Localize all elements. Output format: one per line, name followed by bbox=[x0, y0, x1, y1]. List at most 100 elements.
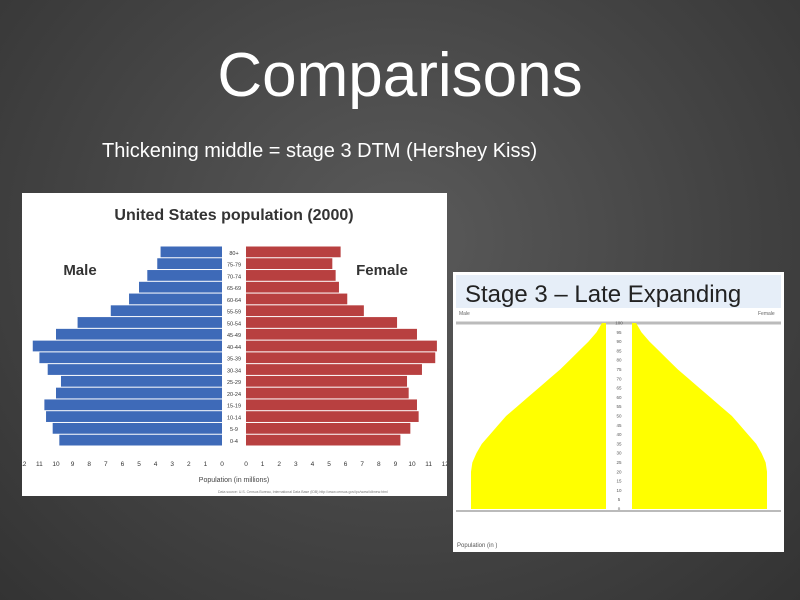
stage3-age-label: 0 bbox=[618, 507, 621, 512]
female-bar-45-49 bbox=[246, 328, 417, 340]
x-tick-label: 8 bbox=[87, 461, 91, 468]
x-tick-label: 7 bbox=[360, 461, 364, 468]
stage3-age-label: 30 bbox=[616, 451, 622, 456]
male-bar-75-79 bbox=[157, 258, 222, 270]
us-pyramid-svg: United States population (2000) Male Fem… bbox=[22, 207, 447, 494]
female-bar-20-24 bbox=[246, 387, 409, 399]
female-bar-0-4 bbox=[246, 434, 401, 446]
stage3-age-label: 45 bbox=[616, 423, 622, 428]
x-tick-label: 1 bbox=[261, 461, 265, 468]
male-bar-50-54 bbox=[77, 317, 222, 328]
male-bar-10-14 bbox=[46, 411, 222, 422]
stage3-male-label: Male bbox=[459, 311, 470, 317]
male-bar-15-19 bbox=[44, 399, 222, 411]
female-bar-50-54 bbox=[246, 317, 398, 328]
age-label-55-59: 55-59 bbox=[227, 310, 241, 316]
x-tick-label: 0 bbox=[244, 461, 248, 468]
stage3-age-label: 60 bbox=[616, 395, 622, 400]
age-label-35-39: 35-39 bbox=[227, 357, 241, 363]
male-bar-45-49 bbox=[56, 328, 222, 340]
stage3-age-label: 50 bbox=[616, 414, 622, 419]
female-bar-70-74 bbox=[246, 270, 336, 281]
x-tick-label: 7 bbox=[104, 461, 108, 468]
slide-title: Comparisons bbox=[217, 41, 583, 110]
female-bar-15-19 bbox=[246, 399, 417, 411]
female-bar-60-64 bbox=[246, 293, 348, 305]
us-chart-title: United States population (2000) bbox=[114, 207, 353, 224]
stage3-age-label: 75 bbox=[616, 367, 622, 372]
male-bar-60-64 bbox=[129, 293, 222, 305]
male-area bbox=[471, 323, 606, 509]
stage3-age-label: 85 bbox=[616, 348, 622, 353]
age-label-45-49: 45-49 bbox=[227, 333, 241, 339]
male-bar-20-24 bbox=[56, 387, 222, 399]
stage3-title-bar bbox=[456, 275, 781, 308]
female-bar-30-34 bbox=[246, 364, 422, 375]
female-bar-5-9 bbox=[246, 422, 411, 434]
male-bar-40-44 bbox=[32, 340, 222, 352]
stage3-age-label: 5 bbox=[618, 497, 621, 502]
age-label-75-79: 75-79 bbox=[227, 263, 241, 269]
male-bar-35-39 bbox=[39, 352, 223, 364]
female-bar-10-14 bbox=[246, 411, 419, 422]
age-label-70-74: 70-74 bbox=[227, 274, 241, 280]
x-tick-label: 12 bbox=[22, 461, 27, 468]
age-label-25-29: 25-29 bbox=[227, 380, 241, 386]
stage3-pyramid: Stage 3 – Late Expanding Male Female 0 5 1… bbox=[453, 272, 784, 552]
age-label-80+: 80+ bbox=[229, 251, 238, 257]
us-x-axis-label: Population (in millions) bbox=[199, 477, 269, 484]
x-tick-label: 2 bbox=[277, 461, 281, 468]
female-bar-25-29 bbox=[246, 375, 408, 387]
age-label-5-9: 5-9 bbox=[230, 427, 238, 433]
x-tick-label: 5 bbox=[327, 461, 331, 468]
x-tick-label: 10 bbox=[408, 461, 416, 468]
x-tick-label: 4 bbox=[311, 461, 315, 468]
us-female-legend: Female bbox=[356, 262, 408, 279]
stage3-age-label: 20 bbox=[616, 469, 622, 474]
x-tick-label: 10 bbox=[52, 461, 60, 468]
x-tick-label: 6 bbox=[344, 461, 348, 468]
stage3-chart-title: Stage 3 – Late Expanding bbox=[465, 281, 741, 308]
female-bar-55-59 bbox=[246, 305, 364, 317]
age-label-30-34: 30-34 bbox=[227, 368, 241, 374]
stage3-age-label: 70 bbox=[616, 376, 622, 381]
age-label-65-69: 65-69 bbox=[227, 286, 241, 292]
us-population-pyramid: United States population (2000) Male Fem… bbox=[22, 193, 447, 496]
stage3-x-axis-label: Population (in ) bbox=[457, 543, 497, 549]
age-label-20-24: 20-24 bbox=[227, 392, 241, 398]
male-bar-0-4 bbox=[59, 434, 222, 446]
x-tick-label: 6 bbox=[121, 461, 125, 468]
x-tick-label: 11 bbox=[425, 461, 432, 468]
x-tick-label: 9 bbox=[71, 461, 75, 468]
stage3-pyramid-svg: Stage 3 – Late Expanding Male Female 0 5 1… bbox=[456, 275, 781, 549]
us-source-note: Data source: U.S. Census Bureau, Interna… bbox=[218, 490, 388, 494]
male-bar-55-59 bbox=[110, 305, 222, 317]
female-bar-65-69 bbox=[246, 281, 339, 293]
x-tick-label: 3 bbox=[294, 461, 298, 468]
x-tick-label: 8 bbox=[377, 461, 381, 468]
stage3-age-label: 90 bbox=[616, 339, 622, 344]
female-area bbox=[632, 323, 767, 509]
stage3-age-label: 15 bbox=[616, 479, 622, 484]
stage3-age-label: 10 bbox=[616, 488, 622, 493]
stage3-age-label: 40 bbox=[616, 432, 622, 437]
age-label-50-54: 50-54 bbox=[227, 321, 241, 327]
stage3-age-label: 55 bbox=[616, 404, 622, 409]
stage3-age-label: 25 bbox=[616, 460, 622, 465]
slide-subtitle: Thickening middle = stage 3 DTM (Hershey… bbox=[102, 140, 538, 162]
x-tick-label: 0 bbox=[220, 461, 224, 468]
stage3-age-label: 35 bbox=[616, 441, 622, 446]
x-tick-label: 2 bbox=[187, 461, 191, 468]
male-bar-30-34 bbox=[47, 364, 223, 375]
female-bar-80+ bbox=[246, 246, 341, 258]
age-label-0-4: 0-4 bbox=[230, 439, 238, 445]
x-tick-label: 9 bbox=[394, 461, 398, 468]
x-tick-label: 4 bbox=[154, 461, 158, 468]
male-bar-80+ bbox=[160, 246, 222, 258]
x-tick-label: 3 bbox=[170, 461, 174, 468]
age-label-15-19: 15-19 bbox=[227, 404, 241, 410]
age-label-10-14: 10-14 bbox=[227, 415, 241, 421]
male-bar-5-9 bbox=[52, 422, 223, 434]
stage3-female-label: Female bbox=[758, 311, 775, 317]
male-bar-65-69 bbox=[139, 281, 222, 293]
